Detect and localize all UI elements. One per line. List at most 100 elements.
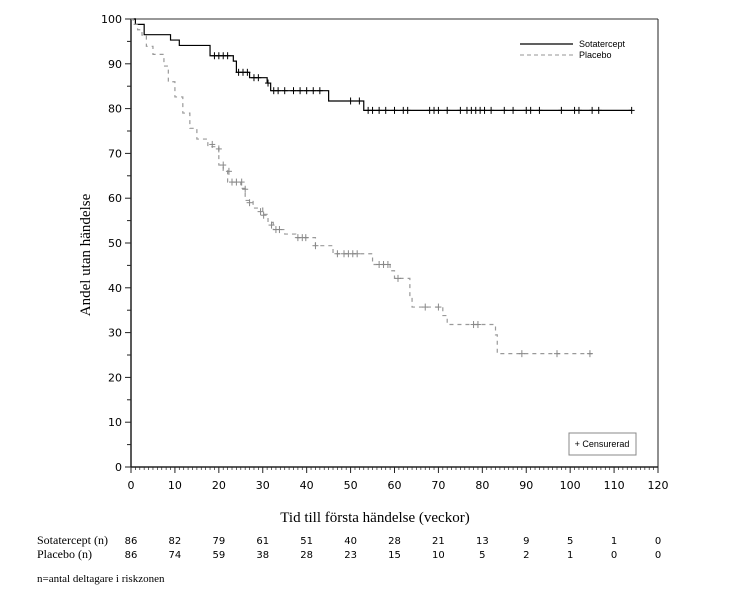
risk-value: 13 xyxy=(476,536,489,547)
censor-mark-placebo xyxy=(553,350,560,358)
y-tick-label: 100 xyxy=(101,13,122,26)
censor-mark-placebo xyxy=(422,303,429,311)
censor-mark-placebo xyxy=(334,250,341,258)
censor-mark-placebo xyxy=(242,185,249,193)
censor-mark-placebo xyxy=(233,178,240,186)
risk-footnote: n=antal deltagare i riskzonen xyxy=(37,573,165,585)
censor-mark-sotatercept xyxy=(481,106,488,114)
censor-mark-sotatercept xyxy=(382,106,389,114)
risk-value: 86 xyxy=(125,550,138,561)
censor-mark-placebo xyxy=(246,199,253,207)
censor-mark-placebo xyxy=(257,208,264,216)
y-axis-label: Andel utan händelse xyxy=(78,193,94,316)
x-axis-label: Tid till första händelse (veckor) xyxy=(280,510,469,526)
censor-mark-sotatercept xyxy=(369,106,376,114)
x-tick-label: 10 xyxy=(168,479,182,492)
censor-mark-sotatercept xyxy=(391,106,398,114)
censor-mark-placebo xyxy=(395,274,402,282)
censor-legend-box xyxy=(568,432,637,456)
risk-value: 40 xyxy=(344,536,357,547)
censor-mark-sotatercept xyxy=(303,87,310,95)
risk-value: 5 xyxy=(479,550,485,561)
y-tick-label: 60 xyxy=(108,192,122,205)
risk-value: 82 xyxy=(169,536,182,547)
x-tick-label: 120 xyxy=(648,479,669,492)
legend-label-sotatercept: Sotatercept xyxy=(579,39,626,49)
y-tick-label: 70 xyxy=(108,147,122,160)
censor-mark-placebo xyxy=(302,234,309,242)
y-tick-label: 0 xyxy=(115,461,122,474)
y-tick-label: 20 xyxy=(108,371,122,384)
censor-mark-sotatercept xyxy=(444,106,451,114)
censor-mark-sotatercept xyxy=(435,106,442,114)
risk-value: 28 xyxy=(388,536,401,547)
censor-mark-sotatercept xyxy=(376,106,383,114)
censor-mark-placebo xyxy=(225,167,232,175)
x-tick-label: 0 xyxy=(128,479,135,492)
censor-mark-sotatercept xyxy=(275,87,282,95)
y-tick-label: 50 xyxy=(108,237,122,250)
censor-mark-placebo xyxy=(586,350,593,358)
censor-mark-sotatercept xyxy=(536,106,543,114)
risk-value: 51 xyxy=(300,536,313,547)
censor-mark-placebo xyxy=(435,303,442,311)
censor-legend-label: + Censurerad xyxy=(575,439,630,449)
x-tick-label: 100 xyxy=(560,479,581,492)
censor-mark-sotatercept xyxy=(501,106,508,114)
censor-mark-sotatercept xyxy=(224,52,231,60)
censor-mark-placebo xyxy=(276,226,283,234)
censor-mark-sotatercept xyxy=(595,106,602,114)
y-tick-label: 30 xyxy=(108,327,122,340)
censor-mark-placebo xyxy=(220,161,227,169)
legend: Sotatercept Placebo xyxy=(520,39,626,60)
censor-mark-sotatercept xyxy=(558,106,565,114)
censor-mark-placebo xyxy=(518,350,525,358)
censor-mark-sotatercept xyxy=(316,87,323,95)
censor-mark-placebo xyxy=(354,250,361,258)
censor-legend: + Censurerad xyxy=(568,432,637,456)
censor-mark-placebo xyxy=(215,145,222,153)
risk-value: 2 xyxy=(523,550,529,561)
risk-row-label-sotatercept: Sotatercept (n) xyxy=(37,533,108,547)
censor-mark-sotatercept xyxy=(265,79,272,87)
risk-value: 86 xyxy=(125,536,138,547)
risk-value: 9 xyxy=(523,536,529,547)
censor-mark-placebo xyxy=(312,242,319,250)
risk-value: 10 xyxy=(432,550,445,561)
censor-mark-placebo xyxy=(238,178,245,186)
curves xyxy=(131,18,635,358)
x-tick-label: 110 xyxy=(604,479,625,492)
censor-mark-sotatercept xyxy=(244,68,251,76)
risk-value: 15 xyxy=(388,550,401,561)
legend-label-placebo: Placebo xyxy=(579,50,612,60)
risk-value: 21 xyxy=(432,536,445,547)
censor-mark-sotatercept xyxy=(589,106,596,114)
risk-value: 61 xyxy=(256,536,269,547)
censor-mark-sotatercept xyxy=(255,74,262,82)
plot-frame xyxy=(130,18,659,468)
censor-mark-sotatercept xyxy=(510,106,517,114)
y-ticks: 0 10 20 30 40 50 60 70 80 90 100 xyxy=(101,13,131,474)
censor-mark-sotatercept xyxy=(356,97,363,105)
censor-mark-sotatercept xyxy=(527,106,534,114)
y-tick-label: 90 xyxy=(108,58,122,71)
risk-table: Sotatercept (n) Placebo (n) n=antal delt… xyxy=(37,533,661,585)
x-tick-label: 80 xyxy=(475,479,489,492)
risk-value: 0 xyxy=(655,536,661,547)
censor-mark-placebo xyxy=(384,261,391,269)
censor-mark-sotatercept xyxy=(457,106,464,114)
risk-value: 38 xyxy=(256,550,269,561)
x-tick-label: 30 xyxy=(256,479,270,492)
x-ticks: 0 10 20 30 40 50 60 70 80 90 100 110 120 xyxy=(128,467,669,492)
x-tick-label: 40 xyxy=(300,479,314,492)
risk-value: 1 xyxy=(567,550,573,561)
censor-mark-sotatercept xyxy=(281,87,288,95)
y-tick-label: 80 xyxy=(108,103,122,116)
censor-mark-placebo xyxy=(209,140,216,148)
risk-value: 1 xyxy=(611,536,617,547)
censor-mark-placebo xyxy=(474,321,481,329)
censor-mark-sotatercept xyxy=(488,106,495,114)
risk-value: 0 xyxy=(655,550,661,561)
x-tick-label: 70 xyxy=(431,479,445,492)
